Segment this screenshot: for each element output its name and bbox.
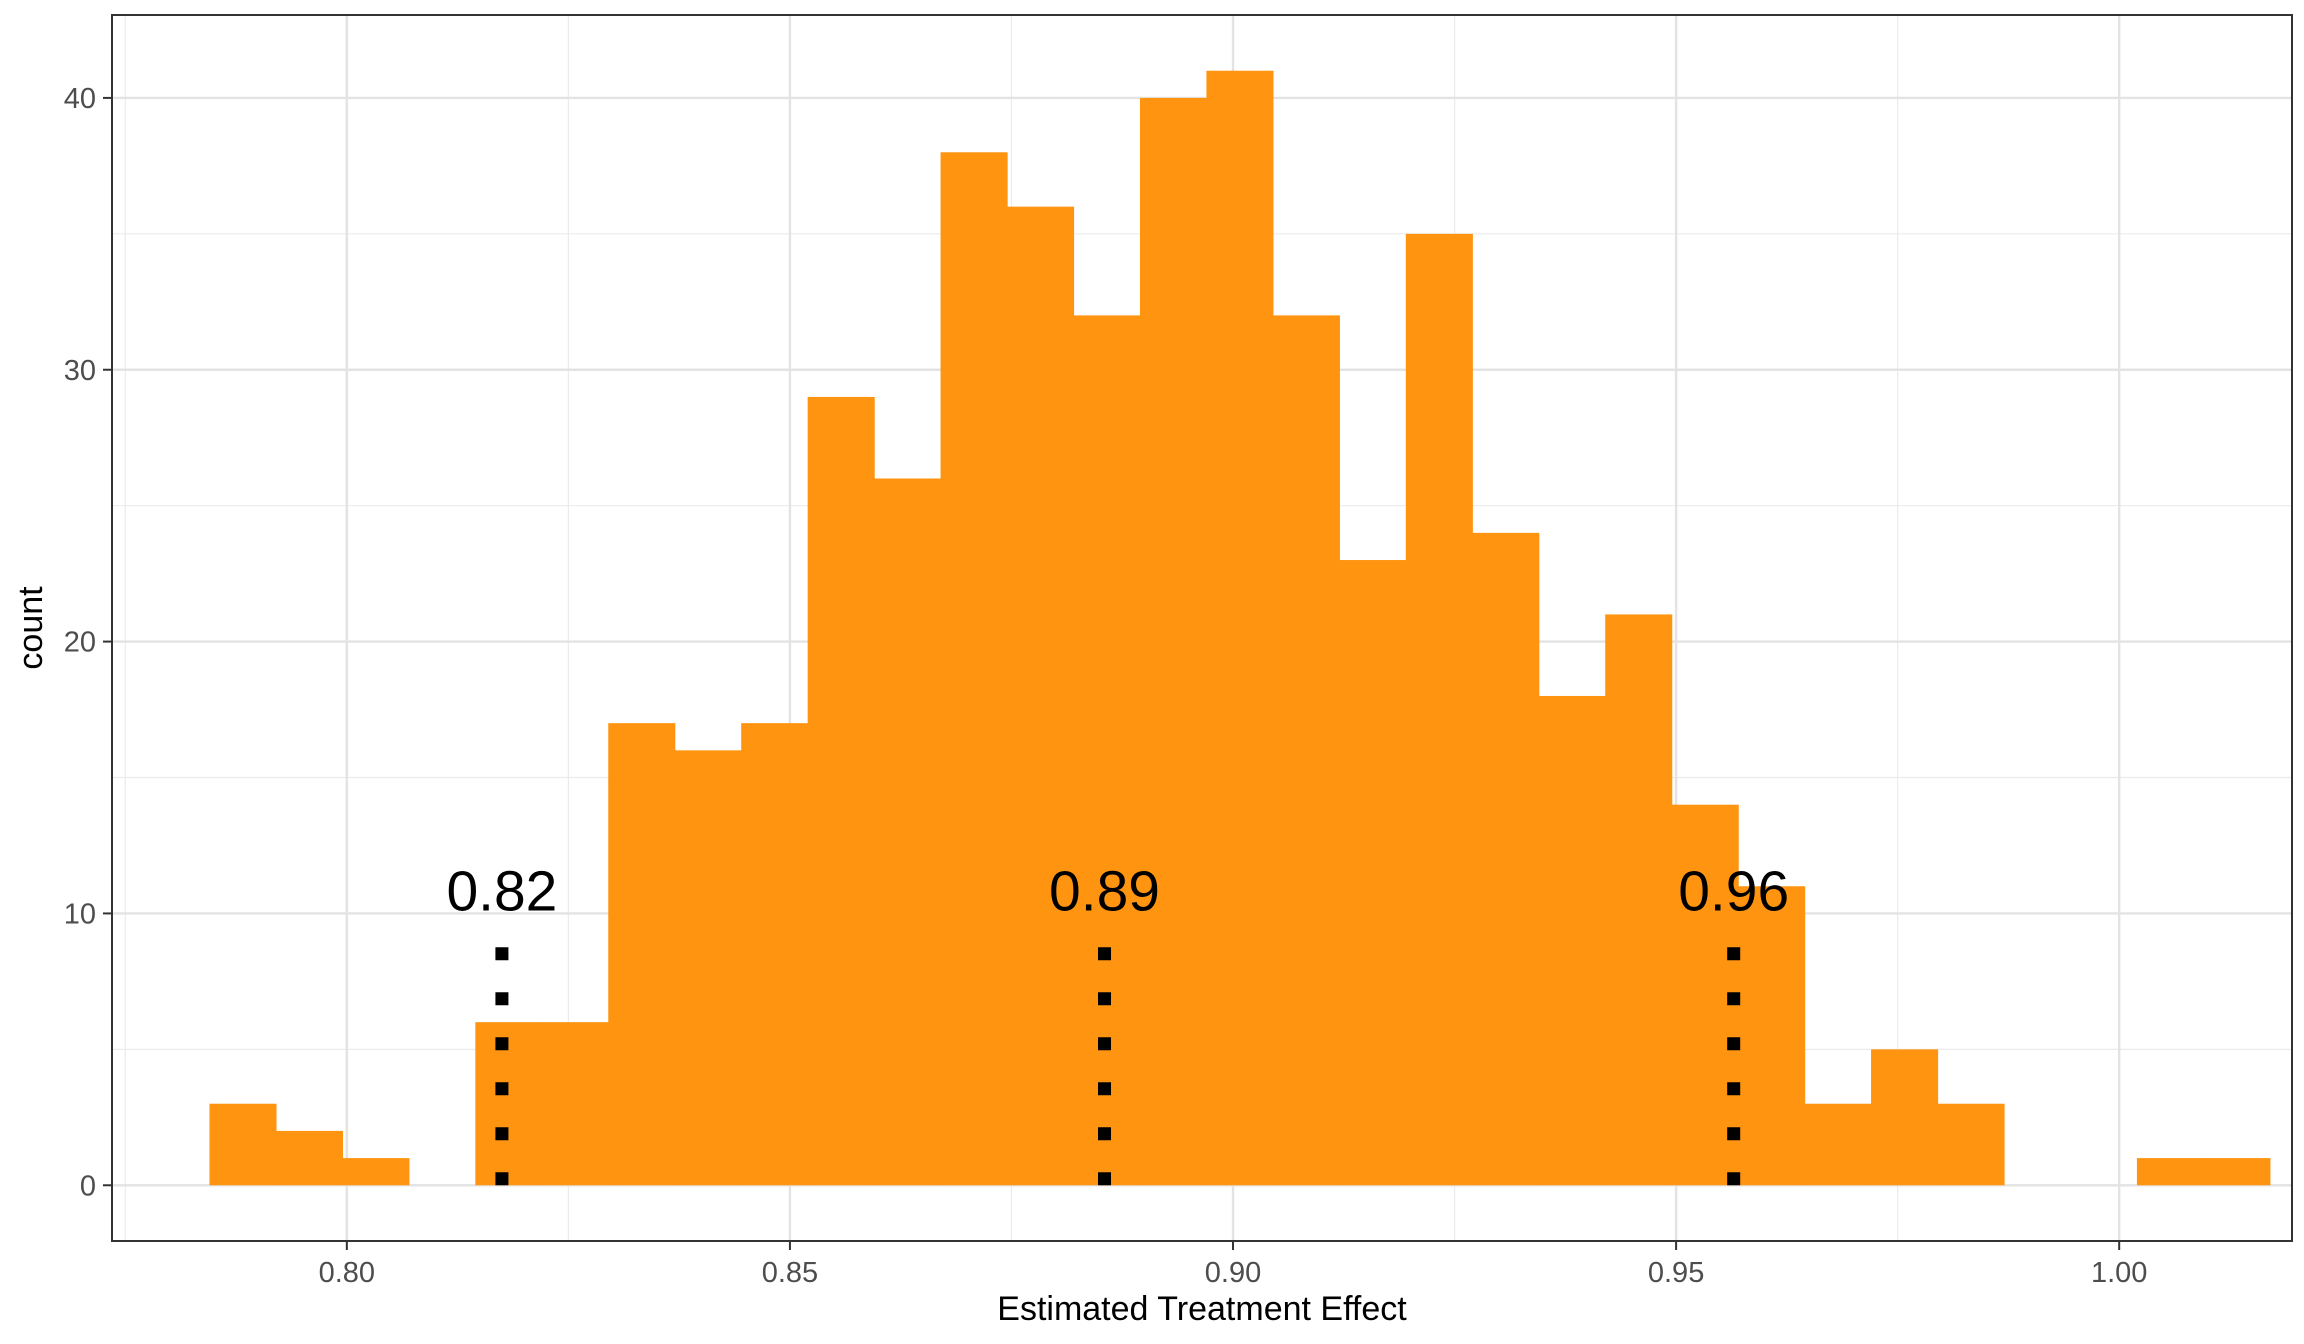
x-tick-label: 0.85 — [762, 1257, 818, 1289]
y-tick-label: 40 — [64, 83, 96, 115]
x-tick-label: 0.95 — [1648, 1257, 1704, 1289]
histogram-bar — [1073, 315, 1141, 1186]
y-axis: 0 10 20 30 40 — [64, 83, 112, 1202]
x-tick-label: 1.00 — [2091, 1257, 2147, 1289]
y-tick-label: 30 — [64, 355, 96, 387]
histogram-bar — [1272, 315, 1340, 1186]
histogram-bar — [1206, 70, 1274, 1186]
histogram-bar — [674, 750, 742, 1186]
y-tick-label: 0 — [80, 1170, 96, 1202]
histogram-bar — [1605, 614, 1673, 1186]
histogram-bar — [1007, 206, 1075, 1186]
histogram-bar — [1339, 560, 1407, 1186]
reference-label: 0.96 — [1678, 860, 1789, 924]
x-axis: 0.80 0.85 0.90 0.95 1.00 — [319, 1241, 2147, 1289]
histogram-bar — [1937, 1103, 2005, 1186]
histogram-bar — [1871, 1049, 1939, 1186]
histogram-bars — [209, 70, 2271, 1186]
x-tick-label: 0.80 — [319, 1257, 375, 1289]
x-tick-label: 0.90 — [1205, 1257, 1261, 1289]
histogram-bar — [275, 1130, 344, 1186]
histogram-bar — [1538, 695, 1606, 1186]
histogram-bar — [1738, 886, 1806, 1186]
histogram-bar — [342, 1158, 410, 1186]
y-tick-label: 20 — [64, 627, 96, 659]
histogram-bar — [541, 1022, 609, 1186]
histogram-bar — [807, 396, 875, 1186]
y-tick-label: 10 — [64, 898, 96, 930]
histogram-bar — [940, 152, 1008, 1186]
histogram-bar — [1139, 97, 1208, 1186]
reference-label: 0.89 — [1049, 860, 1160, 924]
panel-border — [111, 14, 2293, 1242]
reference-labels: 0.82 0.89 0.96 — [446, 860, 1789, 924]
y-axis-title: count — [12, 586, 50, 670]
x-axis-title: Estimated Treatment Effect — [997, 1290, 1407, 1328]
histogram-bar — [1472, 532, 1540, 1186]
histogram-bar — [2203, 1158, 2271, 1186]
histogram-bar — [209, 1103, 277, 1186]
reference-label: 0.82 — [446, 860, 557, 924]
histogram-bar — [1405, 233, 1473, 1186]
histogram-bar — [608, 723, 676, 1186]
histogram-bar — [874, 478, 942, 1186]
histogram-bar — [475, 1022, 543, 1186]
histogram-bar — [741, 723, 809, 1186]
histogram-bar — [2136, 1158, 2204, 1186]
histogram-bar — [1804, 1103, 1872, 1186]
